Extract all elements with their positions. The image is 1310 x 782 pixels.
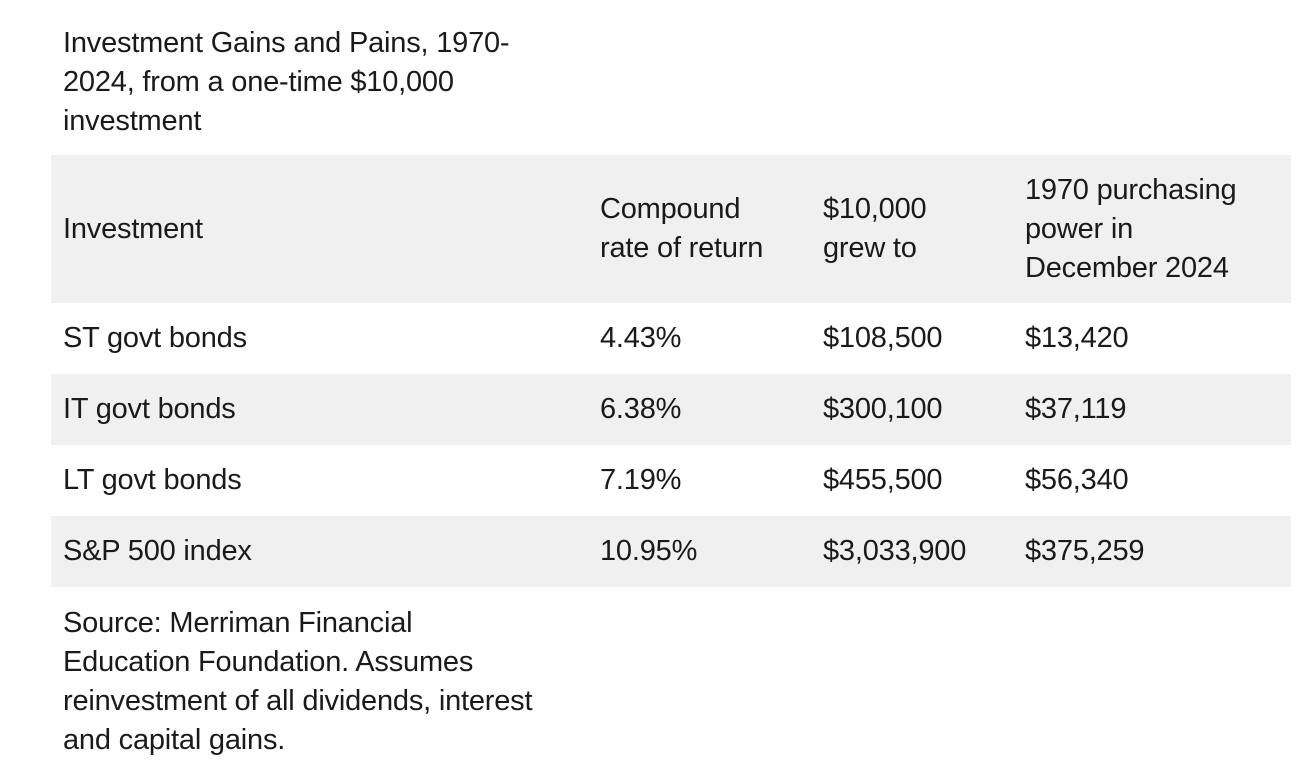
cell-compound-rate: 6.38% [600, 393, 682, 425]
header-compound-rate: Compound rate of return [600, 193, 764, 264]
table-row: IT govt bonds 6.38% $300,100 $37,119 [51, 374, 1291, 445]
cell-grew-to: $300,100 [823, 393, 943, 425]
cell-investment: IT govt bonds [63, 393, 236, 425]
header-grew-to: $10,000 grew to [823, 193, 927, 264]
cell-purchasing-power: $13,420 [1025, 322, 1129, 354]
table-header-row: Investment Compound rate of return $10,0… [51, 155, 1291, 303]
table-title: Investment Gains and Pains, 1970- 2024, … [63, 27, 510, 137]
table-row: LT govt bonds 7.19% $455,500 $56,340 [51, 445, 1291, 516]
cell-investment: ST govt bonds [63, 322, 247, 354]
source-note: Source: Merriman Financial Education Fou… [63, 607, 533, 756]
cell-grew-to: $108,500 [823, 322, 943, 354]
cell-purchasing-power: $37,119 [1025, 393, 1127, 425]
header-purchasing-power: 1970 purchasing power in December 2024 [1025, 173, 1237, 284]
cell-compound-rate: 4.43% [600, 322, 682, 354]
cell-grew-to: $3,033,900 [823, 535, 967, 567]
cell-purchasing-power: $56,340 [1025, 464, 1129, 496]
cell-grew-to: $455,500 [823, 464, 943, 496]
investment-table: Investment Compound rate of return $10,0… [51, 155, 1291, 587]
cell-compound-rate: 7.19% [600, 464, 682, 496]
cell-investment: S&P 500 index [63, 535, 252, 567]
table-row: S&P 500 index 10.95% $3,033,900 $375,259 [51, 516, 1291, 587]
table-row: ST govt bonds 4.43% $108,500 $13,420 [51, 303, 1291, 374]
cell-compound-rate: 10.95% [600, 535, 698, 567]
cell-investment: LT govt bonds [63, 464, 242, 496]
cell-purchasing-power: $375,259 [1025, 535, 1145, 567]
header-investment: Investment [63, 212, 203, 245]
